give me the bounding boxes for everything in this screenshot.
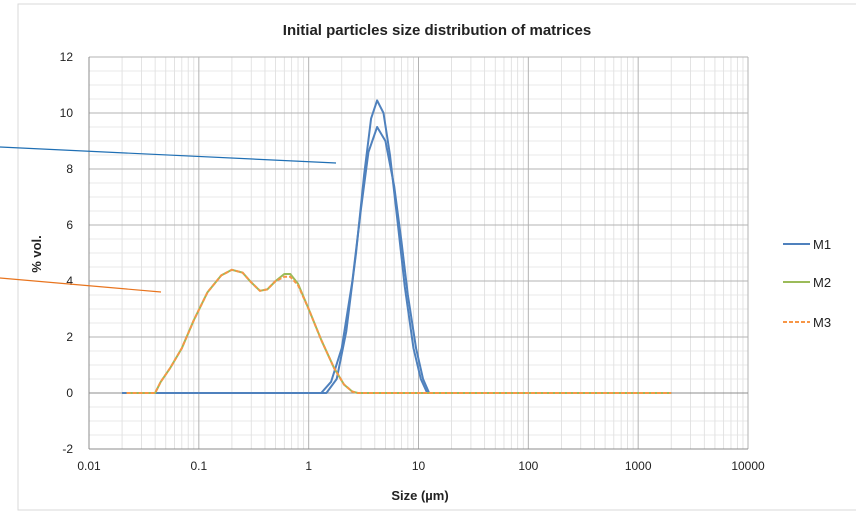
chart-title: Initial particles size distribution of m…	[283, 22, 591, 39]
x-tick-label: 1	[305, 459, 312, 473]
x-tick-label: 100	[518, 459, 538, 473]
y-tick-label: -2	[62, 442, 73, 456]
y-tick-label: 4	[66, 274, 73, 288]
x-tick-label: 0.01	[77, 459, 101, 473]
y-tick-label: 12	[60, 50, 74, 64]
x-tick-label: 1000	[625, 459, 652, 473]
x-tick-label: 0.1	[190, 459, 207, 473]
series-line-m1	[122, 99, 672, 394]
x-tick-label: 10	[412, 459, 426, 473]
legend-label-m3: M3	[813, 315, 831, 330]
y-tick-label: 0	[66, 386, 73, 400]
grid-lines	[88, 56, 749, 450]
legend: M1 M2 M3	[783, 237, 831, 330]
plot-series	[122, 99, 672, 394]
annotation-line-blue	[0, 146, 337, 164]
x-tick-labels: 0.01 0.1 1 10 100 1000 10000	[77, 459, 765, 473]
y-axis-label: % vol.	[29, 235, 44, 273]
series-line-m1	[122, 126, 672, 394]
y-tick-label: 8	[66, 162, 73, 176]
y-tick-labels: -2 0 2 4 6 8 10 12	[60, 50, 74, 456]
series-line-m3	[126, 268, 672, 394]
legend-label-m2: M2	[813, 275, 831, 290]
legend-label-m1: M1	[813, 237, 831, 252]
y-tick-label: 6	[66, 218, 73, 232]
annotation-line-orange	[0, 277, 162, 293]
x-tick-label: 10000	[731, 459, 765, 473]
x-axis-label: Size (µm)	[391, 488, 448, 503]
y-tick-label: 2	[66, 330, 73, 344]
chart-border	[17, 3, 856, 511]
y-tick-label: 10	[60, 106, 74, 120]
